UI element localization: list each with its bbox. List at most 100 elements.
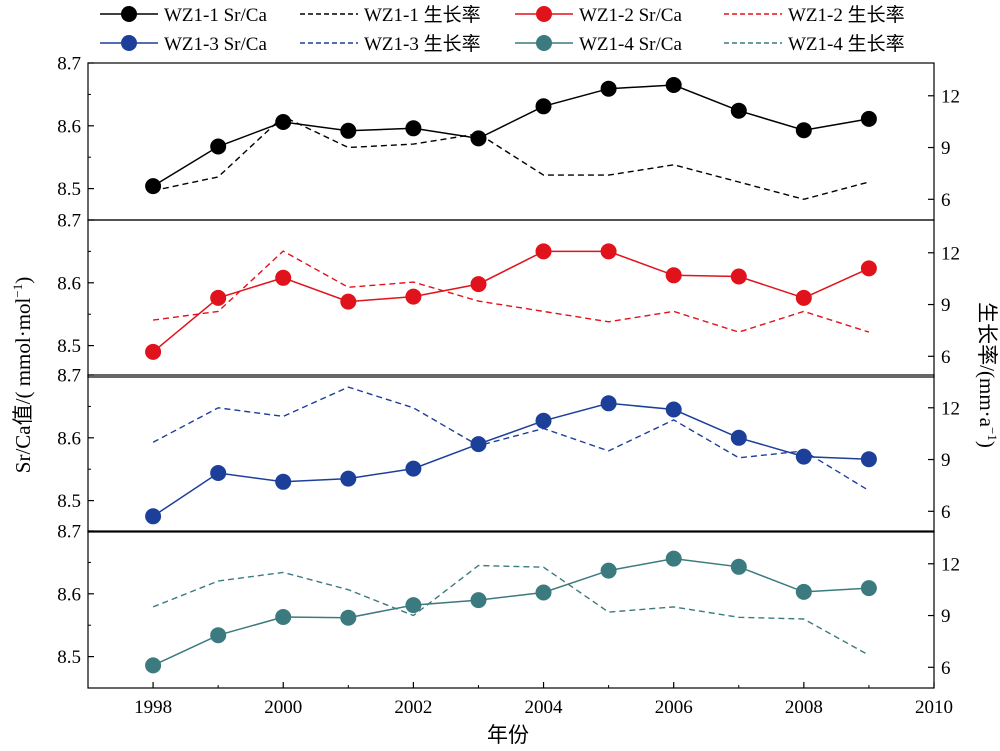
sr-ca-point: [275, 114, 292, 130]
sr-ca-point: [600, 80, 617, 97]
y-axis-right-title-close: ): [975, 441, 999, 448]
sr-ca-point: [405, 597, 422, 614]
sr-ca-point: [665, 77, 682, 93]
y-axis-right-title-main: 生长率/(mm·a: [975, 302, 999, 427]
legend-label: WZ1-4 生长率: [788, 33, 905, 55]
legend-label: WZ1-1 生长率: [364, 4, 481, 26]
sr-ca-line: [152, 557, 869, 667]
y-axis-right-title-sup: −1: [985, 427, 1000, 441]
y-axis-left-title-main: Sr/Ca值/( mmol·mol: [11, 297, 35, 473]
y-right-tick-label: 6: [941, 190, 951, 211]
legend-item: WZ1-4 生长率: [724, 33, 905, 55]
y-right-tick-label: 12: [941, 86, 960, 107]
sr-ca-point: [340, 470, 357, 487]
sr-ca-point: [535, 98, 552, 115]
panel-frame: [87, 374, 935, 533]
y-right-tick-label: 12: [941, 398, 960, 419]
sr-ca-point: [665, 267, 682, 284]
y-right-tick-label: 9: [941, 606, 951, 627]
sr-ca-line: [152, 250, 870, 353]
panel-frame: [87, 219, 935, 378]
sr-ca-point: [860, 110, 877, 127]
sr-ca-point: [795, 122, 812, 139]
y-left-tick-label: 8.6: [57, 428, 81, 449]
y-left-tick-label: 8.5: [57, 336, 81, 357]
y-left-tick-label: 8.5: [57, 491, 81, 512]
legend-item: WZ1-2 生长率: [724, 4, 905, 26]
sr-ca-point: [535, 584, 552, 601]
sr-ca-point: [730, 268, 747, 285]
y-right-tick-label: 9: [941, 138, 951, 159]
x-tick-label: 2004: [525, 697, 564, 718]
y-right-tick-label: 6: [941, 658, 951, 679]
sr-ca-point: [145, 178, 162, 195]
y-left-tick-label: 8.7: [57, 522, 81, 543]
y-axis-left-title-close: ): [11, 277, 35, 284]
y-right-tick-label: 9: [941, 295, 951, 316]
legend-item: WZ1-4 Sr/Ca: [515, 34, 682, 55]
sr-ca-line: [152, 402, 869, 517]
sr-ca-point: [860, 580, 877, 597]
legend-item: WZ1-1 Sr/Ca: [100, 5, 267, 26]
y-left-tick-label: 8.7: [57, 366, 81, 387]
x-axis: 1998 2000 2002 2004 2006 2008 2010: [134, 682, 953, 718]
y-left-tick-label: 8.6: [57, 273, 81, 294]
sr-ca-point: [340, 122, 357, 139]
x-tick-label: 1998: [134, 697, 172, 718]
growth-rate-line: [152, 115, 870, 201]
sr-ca-point: [665, 401, 682, 418]
sr-ca-point: [210, 289, 227, 306]
panel-wz1-3: 8.5 8.6 8.7 6 9 12: [57, 366, 960, 533]
panel-frame: [87, 530, 935, 689]
sr-ca-point: [795, 289, 812, 306]
y-right-tick-label: 6: [941, 347, 951, 368]
sr-ca-line: [152, 84, 870, 187]
y-right-tick-label: 6: [941, 502, 951, 523]
legend-item: WZ1-3 生长率: [300, 33, 481, 55]
y-left-tick-label: 8.7: [57, 54, 81, 75]
sr-ca-point: [600, 243, 617, 260]
legend-label: WZ1-2 生长率: [788, 4, 905, 26]
legend-marker: [536, 6, 552, 22]
sr-ca-point: [405, 288, 422, 305]
y-axis-left-title: Sr/Ca值/( mmol·mol−1): [10, 277, 35, 473]
legend: WZ1-1 Sr/Ca WZ1-1 生长率 WZ1-2 Sr/Ca WZ1-2 生长率…: [100, 4, 905, 55]
sr-ca-point: [730, 102, 747, 119]
sr-ca-point: [275, 473, 292, 490]
legend-label: WZ1-4 Sr/Ca: [579, 34, 682, 55]
panel-wz1-4: 8.5 8.6 8.7 6 9 12: [57, 522, 960, 689]
sr-ca-point: [860, 260, 877, 277]
legend-marker: [121, 35, 137, 51]
y-left-tick-label: 8.7: [57, 211, 81, 232]
y-left-tick-label: 8.6: [57, 116, 81, 137]
sr-ca-point: [600, 395, 617, 412]
sr-ca-point: [405, 120, 422, 137]
y-left-tick-label: 8.6: [57, 584, 81, 605]
x-axis-title: 年份: [487, 723, 529, 747]
sr-ca-point: [535, 412, 552, 429]
sr-ca-point: [470, 436, 487, 453]
sr-ca-point: [145, 508, 162, 525]
sr-ca-point: [730, 429, 747, 446]
legend-marker: [121, 6, 137, 22]
legend-label: WZ1-3 Sr/Ca: [164, 34, 267, 55]
panel-wz1-2: 8.5 8.6 8.7 6 9 12: [57, 211, 960, 378]
sr-ca-point: [340, 609, 357, 626]
sr-ca-point: [210, 138, 227, 155]
legend-label: WZ1-1 Sr/Ca: [164, 5, 267, 26]
sr-ca-point: [600, 562, 617, 579]
sr-ca-point: [860, 451, 877, 468]
sr-ca-point: [470, 276, 487, 293]
legend-item: WZ1-3 Sr/Ca: [100, 34, 267, 55]
sr-ca-point: [210, 627, 227, 644]
legend-label: WZ1-2 Sr/Ca: [579, 5, 682, 26]
panel-wz1-1: 8.5 8.6 8.7 6 9 12: [57, 54, 960, 221]
y-axis-right-title: 生长率/(mm·a−1): [975, 302, 1000, 448]
legend-item: WZ1-1 生长率: [300, 4, 481, 26]
sr-ca-point: [470, 130, 487, 147]
sr-ca-point: [535, 243, 552, 260]
sr-ca-point: [340, 293, 357, 310]
sr-ca-point: [665, 550, 682, 567]
y-right-tick-label: 12: [941, 243, 960, 264]
